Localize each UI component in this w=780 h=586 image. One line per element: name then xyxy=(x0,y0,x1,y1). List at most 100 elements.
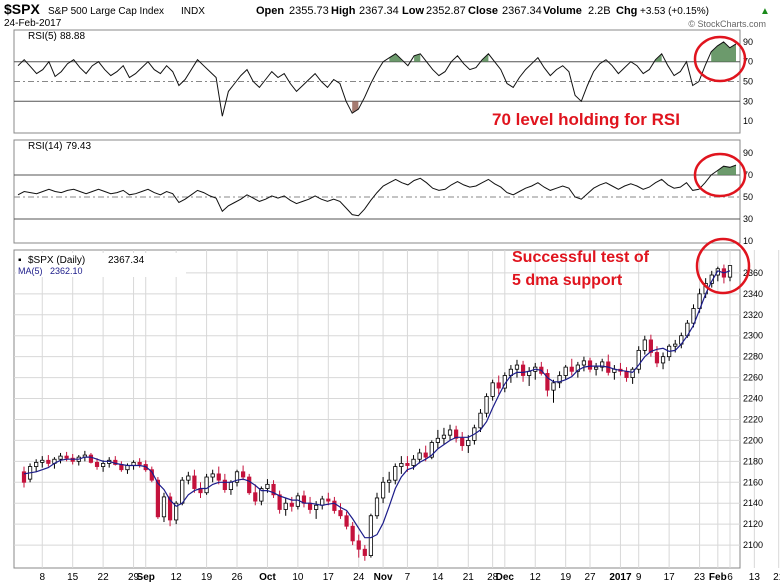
candle-body xyxy=(326,498,331,502)
price-xtick-label: 10 xyxy=(292,572,304,583)
candle-body xyxy=(350,525,355,542)
candle-body xyxy=(186,475,191,481)
quote-date: 24-Feb-2017 xyxy=(4,18,62,29)
price-highlight-circle xyxy=(695,237,751,295)
candle-body xyxy=(356,540,361,550)
candle-body xyxy=(88,454,94,463)
rsi5-ytick-label: 30 xyxy=(743,96,753,106)
close-label: Close xyxy=(468,5,498,17)
price-annotation-line2: 5 dma support xyxy=(512,272,623,289)
candle-body xyxy=(624,370,629,379)
rsi14-panel: 10 30 50 70 90 RSI(14) 79.43 xyxy=(13,139,753,246)
price-xtick-label: 19 xyxy=(560,572,572,583)
rsi14-y-axis: 10 30 50 70 90 xyxy=(743,148,753,246)
candle-body xyxy=(58,455,63,460)
price-xtick-label: 2017 xyxy=(609,572,632,583)
candle-body xyxy=(691,308,696,324)
price-xtick-label: 23 xyxy=(694,572,706,583)
candle-body xyxy=(338,510,343,517)
rsi5-label: RSI(5) xyxy=(28,31,57,42)
price-xtick-label: 28 xyxy=(487,572,499,583)
candle-body xyxy=(259,488,264,502)
price-xtick-label: 8 xyxy=(39,572,45,583)
price-frame xyxy=(13,249,741,569)
candle-body xyxy=(167,496,173,521)
price-xtick-label: Nov xyxy=(374,572,393,583)
index-name: S&P 500 Large Cap Index xyxy=(48,6,164,17)
price-xtick-label: Sep xyxy=(137,572,155,583)
rsi14-ytick-label: 10 xyxy=(743,236,753,246)
candle-body xyxy=(581,360,587,366)
candle-body xyxy=(253,492,258,502)
rsi5-legend-icon xyxy=(16,31,24,39)
price-ytick-label: 2180 xyxy=(743,456,763,466)
candle-body xyxy=(289,502,294,507)
volume-value: 2.2B xyxy=(588,5,611,17)
rsi14-label: RSI(14) xyxy=(28,141,62,152)
price-ytick-label: 2300 xyxy=(743,331,763,341)
candle-body xyxy=(307,502,313,510)
price-xtick-label: 12 xyxy=(530,572,542,583)
candle-body xyxy=(648,339,653,353)
candle-body xyxy=(380,481,386,499)
price-ytick-label: 2100 xyxy=(743,540,763,550)
price-ytick-label: 2340 xyxy=(743,289,763,299)
candle-body xyxy=(174,502,179,521)
candle-body xyxy=(374,497,380,517)
candle-body xyxy=(673,343,678,347)
price-xtick-label: 9 xyxy=(636,572,642,583)
rsi14-line xyxy=(17,164,737,217)
price-xtick-label: 12 xyxy=(171,572,183,583)
rsi5-line xyxy=(17,41,737,117)
exchange: INDX xyxy=(181,6,205,17)
candle-body xyxy=(155,479,160,518)
candle-body xyxy=(362,548,367,556)
rsi14-ytick-label: 90 xyxy=(743,148,753,158)
candle-body xyxy=(441,434,447,439)
rsi14-frame xyxy=(13,139,741,244)
price-xtick-label: 7 xyxy=(405,572,411,583)
candle-body xyxy=(514,364,520,370)
candle-body xyxy=(64,455,69,459)
candle-body xyxy=(435,437,440,443)
open-value: 2355.73 xyxy=(289,5,329,17)
price-grid xyxy=(14,250,780,568)
low-value: 2352.87 xyxy=(426,5,466,17)
price-ytick-label: 2240 xyxy=(743,394,763,404)
candle-body xyxy=(180,479,185,504)
rsi5-overbought-fill xyxy=(711,41,736,62)
price-xtick-label: 22 xyxy=(98,572,110,583)
price-ytick-label: 2280 xyxy=(743,352,763,362)
price-legend-candle-icon: ▪ xyxy=(18,255,22,266)
candle-body xyxy=(265,483,270,489)
candle-body xyxy=(125,465,130,471)
candle-body xyxy=(247,476,252,494)
price-xtick-label: 17 xyxy=(323,572,335,583)
quote-stats: Open 2355.73 High 2367.34 Low 2352.87 Cl… xyxy=(256,5,770,17)
price-ytick-label: 2320 xyxy=(743,310,763,320)
close-value: 2367.34 xyxy=(502,5,542,17)
candle-body xyxy=(545,373,550,391)
rsi14-level-lines xyxy=(14,174,740,220)
candle-body xyxy=(660,356,666,364)
candle-body xyxy=(399,463,404,467)
candle-body xyxy=(271,483,276,496)
candle-body xyxy=(161,496,167,518)
rsi-annotation: 70 level holding for RSI xyxy=(492,110,680,129)
candle-body xyxy=(137,461,142,465)
rsi5-ytick-label: 10 xyxy=(743,116,753,126)
candle-body xyxy=(204,476,209,494)
candle-body xyxy=(563,366,568,376)
candle-body xyxy=(101,463,106,467)
price-legend-box xyxy=(16,253,186,277)
low-label: Low xyxy=(402,5,424,17)
candle-body xyxy=(454,429,459,439)
candle-body xyxy=(630,368,635,378)
price-xtick-label: 26 xyxy=(231,572,243,583)
candle-body xyxy=(34,461,39,467)
price-ytick-label: 2360 xyxy=(743,268,763,278)
candle-body xyxy=(520,364,526,376)
candle-body xyxy=(283,502,288,510)
